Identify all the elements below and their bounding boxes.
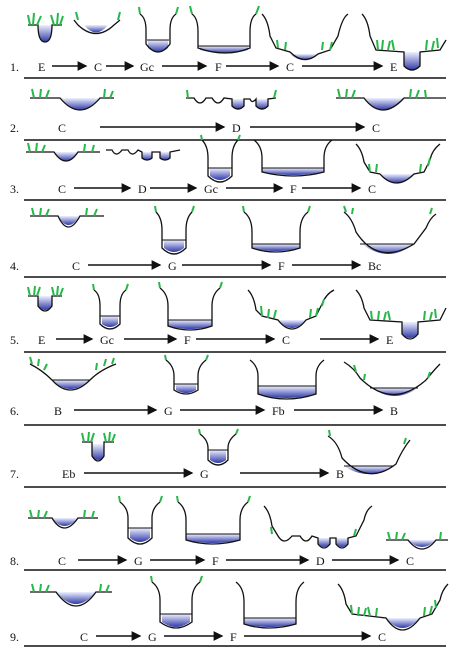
channel-cross-section	[386, 531, 448, 550]
row-6: 6. B G Fb B	[10, 354, 446, 426]
channel-cross-section	[242, 205, 311, 253]
row-9: 9. C G F C	[10, 575, 449, 647]
row-4: 4. C G F Bc	[10, 205, 446, 278]
channel-cross-section	[186, 89, 277, 110]
channel-cross-section	[27, 12, 64, 43]
row-1: 1. E C Gc F C E	[10, 5, 447, 79]
stage-label: B	[390, 404, 398, 418]
channel-cross-section	[30, 88, 114, 111]
stage-label: C	[58, 121, 66, 135]
channel-cross-section	[81, 431, 116, 462]
channel-cross-section	[336, 88, 446, 111]
channel-cross-section	[343, 361, 441, 396]
stage-label: F	[290, 182, 297, 196]
row-number: 1.	[10, 60, 19, 74]
channel-cross-section	[355, 289, 447, 340]
stage-label: G	[134, 554, 143, 568]
row-3: 3. C D Gc F C	[10, 134, 446, 201]
stage-label: C	[372, 121, 380, 135]
stage-label: C	[58, 554, 66, 568]
row-2: 2. C D C	[10, 88, 446, 141]
stage-label: D	[316, 554, 325, 568]
channel-cross-section	[28, 509, 98, 529]
stage-label: C	[378, 630, 386, 644]
stage-label: E	[390, 60, 397, 74]
channel-cross-section	[118, 495, 163, 545]
row-number: 7.	[10, 467, 19, 481]
channel-cross-section	[361, 13, 447, 71]
stage-label: F	[278, 259, 285, 273]
stage-label: E	[38, 333, 45, 347]
stage-label: C	[80, 630, 88, 644]
channel-cross-section	[138, 6, 179, 53]
channel-cross-section	[355, 143, 441, 184]
channel-cross-section	[158, 281, 223, 331]
channel-cross-section	[150, 575, 203, 629]
stage-label: D	[232, 121, 241, 135]
row-number: 8.	[10, 554, 19, 568]
channel-cross-section	[26, 142, 100, 162]
stage-label: C	[58, 182, 66, 196]
stage-label: Gc	[100, 333, 114, 347]
stage-label: F	[184, 333, 191, 347]
channel-cross-section	[176, 495, 251, 545]
stage-label: G	[164, 404, 173, 418]
channel-cross-section	[30, 583, 112, 607]
channel-cross-section	[73, 11, 121, 35]
stage-label: G	[168, 259, 177, 273]
row-number: 5.	[10, 333, 19, 347]
stage-label: Gc	[204, 182, 218, 196]
stage-label: C	[94, 60, 102, 74]
channel-cross-section	[261, 13, 349, 61]
stage-label: B	[54, 404, 62, 418]
stage-label: B	[336, 467, 344, 481]
stage-label: C	[282, 333, 290, 347]
channel-cross-section	[247, 289, 335, 330]
stage-label: C	[406, 554, 414, 568]
channel-cross-section	[198, 428, 239, 466]
channel-cross-section	[263, 505, 373, 549]
stage-label: F	[230, 630, 237, 644]
channel-cross-section	[327, 429, 411, 475]
row-number: 9.	[10, 630, 19, 644]
row-7: 7. Eb G B	[10, 428, 446, 488]
channel-cross-section	[235, 581, 305, 629]
channel-cross-section	[27, 285, 64, 312]
row-number: 6.	[10, 404, 19, 418]
stage-label: C	[72, 259, 80, 273]
row-number: 3.	[10, 182, 19, 196]
stage-label: F	[215, 60, 222, 74]
stage-label: G	[148, 630, 157, 644]
stage-label: G	[200, 467, 209, 481]
stage-label: Eb	[62, 467, 75, 481]
stage-label: Fb	[272, 404, 285, 418]
channel-cross-section	[189, 5, 260, 54]
channel-cross-section	[29, 356, 117, 391]
row-number: 4.	[10, 259, 19, 273]
row-8: 8. C G F D C	[10, 495, 448, 571]
stage-label: C	[368, 182, 376, 196]
channel-cross-section	[343, 205, 437, 254]
channel-cross-section	[106, 149, 181, 161]
stage-label: D	[138, 182, 147, 196]
row-5: 5. E Gc F C E	[10, 281, 447, 353]
row-number: 2.	[10, 121, 19, 135]
stage-label: Bc	[368, 259, 381, 273]
channel-cross-section	[30, 207, 104, 228]
stage-label: C	[286, 60, 294, 74]
stage-label: E	[386, 333, 393, 347]
stage-label: Gc	[140, 60, 154, 74]
stage-label: F	[212, 554, 219, 568]
channel-cross-section	[154, 205, 195, 255]
channel-cross-section	[92, 283, 129, 330]
channel-cross-section	[337, 583, 449, 631]
channel-cross-section	[253, 139, 333, 177]
stage-label: E	[38, 60, 45, 74]
channel-cross-section	[249, 359, 325, 400]
channel-cross-section	[200, 134, 241, 183]
channel-cross-section	[164, 354, 209, 395]
